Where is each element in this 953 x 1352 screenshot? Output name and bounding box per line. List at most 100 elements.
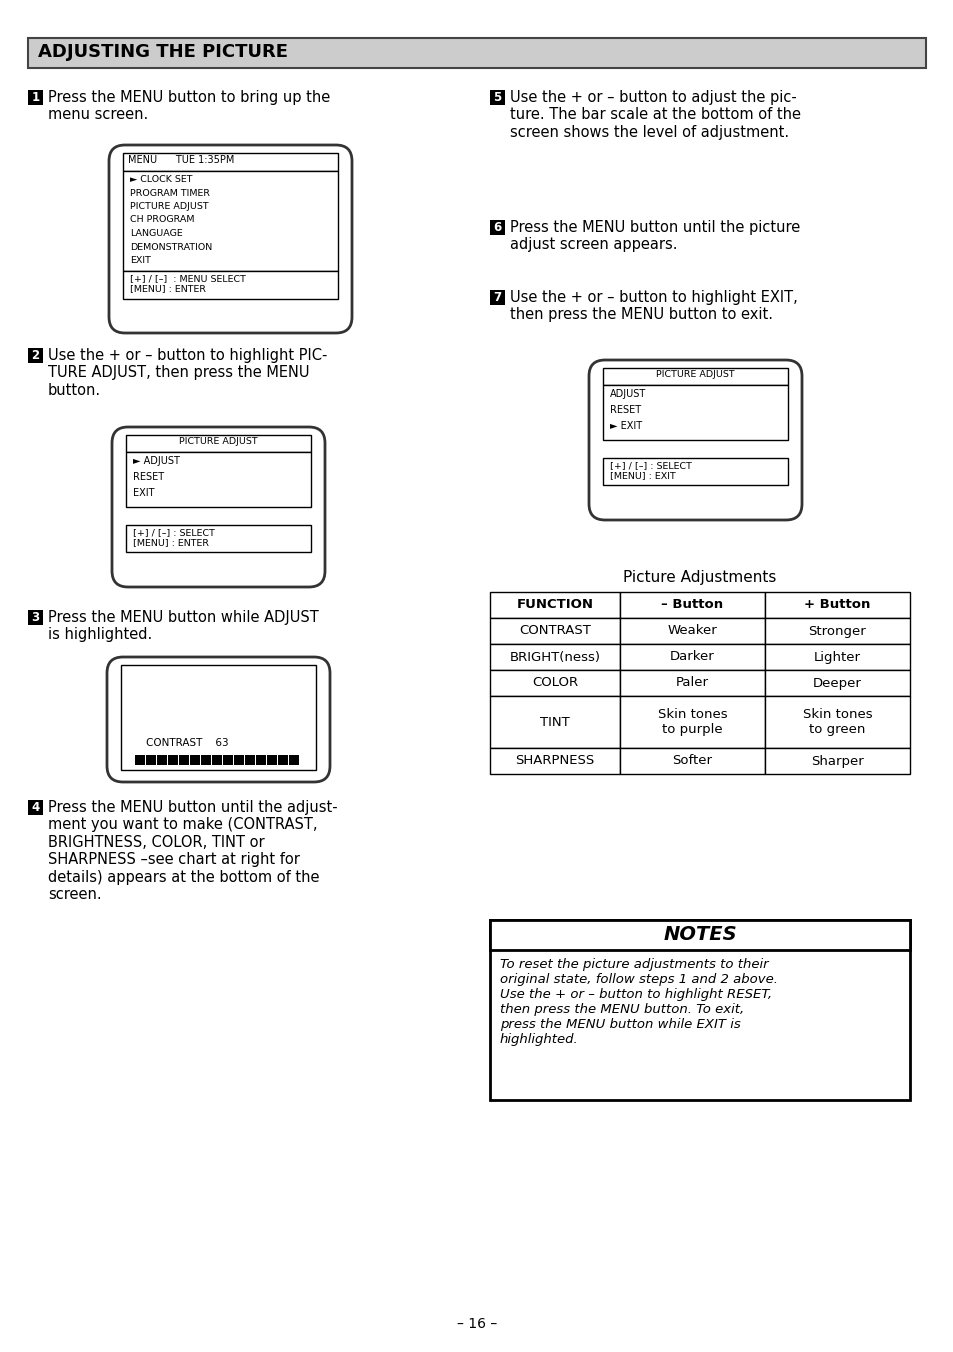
Text: 2: 2 <box>31 349 39 362</box>
FancyBboxPatch shape <box>107 657 330 781</box>
Text: LANGUAGE: LANGUAGE <box>130 228 183 238</box>
Bar <box>267 754 276 765</box>
Bar <box>126 435 311 452</box>
Text: 3: 3 <box>31 611 39 625</box>
Text: 4: 4 <box>31 800 40 814</box>
Text: 6: 6 <box>493 220 501 234</box>
Bar <box>123 153 337 170</box>
Text: SHARPNESS: SHARPNESS <box>515 754 594 768</box>
Text: ADJUST: ADJUST <box>609 389 645 399</box>
Text: + Button: + Button <box>803 599 870 611</box>
Bar <box>28 610 43 625</box>
Text: FUNCTION: FUNCTION <box>516 599 593 611</box>
Bar <box>764 671 909 696</box>
Bar <box>602 458 787 485</box>
Bar <box>289 754 298 765</box>
Bar <box>602 368 787 385</box>
Bar <box>490 919 909 1101</box>
Text: TINT: TINT <box>539 715 569 729</box>
Text: Picture Adjustments: Picture Adjustments <box>622 571 776 585</box>
Bar <box>490 919 909 950</box>
Text: Lighter: Lighter <box>813 650 861 664</box>
Bar <box>490 644 619 671</box>
Text: ► ADJUST: ► ADJUST <box>132 456 180 466</box>
Bar <box>28 38 925 68</box>
Bar <box>28 800 43 815</box>
Text: COLOR: COLOR <box>532 676 578 690</box>
Bar <box>179 754 189 765</box>
Text: Skin tones
to green: Skin tones to green <box>801 708 871 735</box>
Bar <box>490 592 619 618</box>
Text: Press the MENU button until the adjust-
ment you want to make (CONTRAST,
BRIGHTN: Press the MENU button until the adjust- … <box>48 800 337 902</box>
Text: Softer: Softer <box>672 754 712 768</box>
Bar <box>490 618 619 644</box>
Text: PICTURE ADJUST: PICTURE ADJUST <box>178 437 257 446</box>
Text: Darker: Darker <box>669 650 714 664</box>
Text: Skin tones
to purple: Skin tones to purple <box>657 708 726 735</box>
Bar <box>157 754 167 765</box>
Bar <box>233 754 244 765</box>
FancyBboxPatch shape <box>112 427 325 587</box>
Text: Use the + or – button to adjust the pic-
ture. The bar scale at the bottom of th: Use the + or – button to adjust the pic-… <box>510 91 801 139</box>
Bar <box>619 671 764 696</box>
Bar <box>764 592 909 618</box>
Text: RESET: RESET <box>609 406 640 415</box>
Text: Press the MENU button until the picture
adjust screen appears.: Press the MENU button until the picture … <box>510 220 800 253</box>
Text: EXIT: EXIT <box>132 488 154 498</box>
Bar <box>764 644 909 671</box>
Bar <box>490 748 619 773</box>
Text: CONTRAST    63: CONTRAST 63 <box>146 738 229 748</box>
Text: Paler: Paler <box>676 676 708 690</box>
Text: [+] / [–] : SELECT
[MENU] : ENTER: [+] / [–] : SELECT [MENU] : ENTER <box>132 529 214 548</box>
Bar <box>190 754 200 765</box>
Bar <box>764 748 909 773</box>
Text: EXIT: EXIT <box>130 256 151 265</box>
Text: BRIGHT(ness): BRIGHT(ness) <box>509 650 599 664</box>
Text: CONTRAST: CONTRAST <box>518 625 590 638</box>
Bar <box>619 618 764 644</box>
Bar <box>126 452 311 507</box>
Text: ► CLOCK SET: ► CLOCK SET <box>130 174 193 184</box>
Text: 1: 1 <box>31 91 39 104</box>
Bar <box>28 347 43 362</box>
Bar <box>146 754 156 765</box>
Text: ADJUSTING THE PICTURE: ADJUSTING THE PICTURE <box>38 43 288 61</box>
Text: [+] / [–]  : MENU SELECT
[MENU] : ENTER: [+] / [–] : MENU SELECT [MENU] : ENTER <box>130 274 246 293</box>
Bar <box>490 696 619 748</box>
Bar <box>135 754 145 765</box>
Text: MENU      TUE 1:35PM: MENU TUE 1:35PM <box>128 155 234 165</box>
Text: – 16 –: – 16 – <box>456 1317 497 1330</box>
Text: Sharper: Sharper <box>810 754 863 768</box>
Bar <box>123 270 337 299</box>
Text: NOTES: NOTES <box>662 926 736 945</box>
Bar <box>28 91 43 105</box>
Text: Deeper: Deeper <box>812 676 861 690</box>
Bar <box>764 696 909 748</box>
Bar <box>490 91 504 105</box>
Text: RESET: RESET <box>132 472 164 483</box>
Bar <box>619 748 764 773</box>
Bar <box>602 385 787 439</box>
Text: 5: 5 <box>493 91 501 104</box>
Bar <box>490 671 619 696</box>
Text: Press the MENU button while ADJUST
is highlighted.: Press the MENU button while ADJUST is hi… <box>48 610 318 642</box>
Text: Press the MENU button to bring up the
menu screen.: Press the MENU button to bring up the me… <box>48 91 330 123</box>
Bar <box>168 754 178 765</box>
Text: Use the + or – button to highlight PIC-
TURE ADJUST, then press the MENU
button.: Use the + or – button to highlight PIC- … <box>48 347 327 397</box>
FancyBboxPatch shape <box>109 145 352 333</box>
Text: PROGRAM TIMER: PROGRAM TIMER <box>130 188 210 197</box>
FancyBboxPatch shape <box>588 360 801 521</box>
Bar <box>126 525 311 552</box>
Bar <box>201 754 211 765</box>
Text: PICTURE ADJUST: PICTURE ADJUST <box>130 201 209 211</box>
Text: PICTURE ADJUST: PICTURE ADJUST <box>655 370 734 379</box>
Bar <box>255 754 266 765</box>
Bar <box>490 289 504 306</box>
Bar <box>764 618 909 644</box>
Text: To reset the picture adjustments to their
original state, follow steps 1 and 2 a: To reset the picture adjustments to thei… <box>499 959 778 1046</box>
Text: – Button: – Button <box>660 599 722 611</box>
Text: ► EXIT: ► EXIT <box>609 420 641 431</box>
Bar <box>123 170 337 270</box>
Bar <box>245 754 254 765</box>
Bar <box>121 665 315 771</box>
